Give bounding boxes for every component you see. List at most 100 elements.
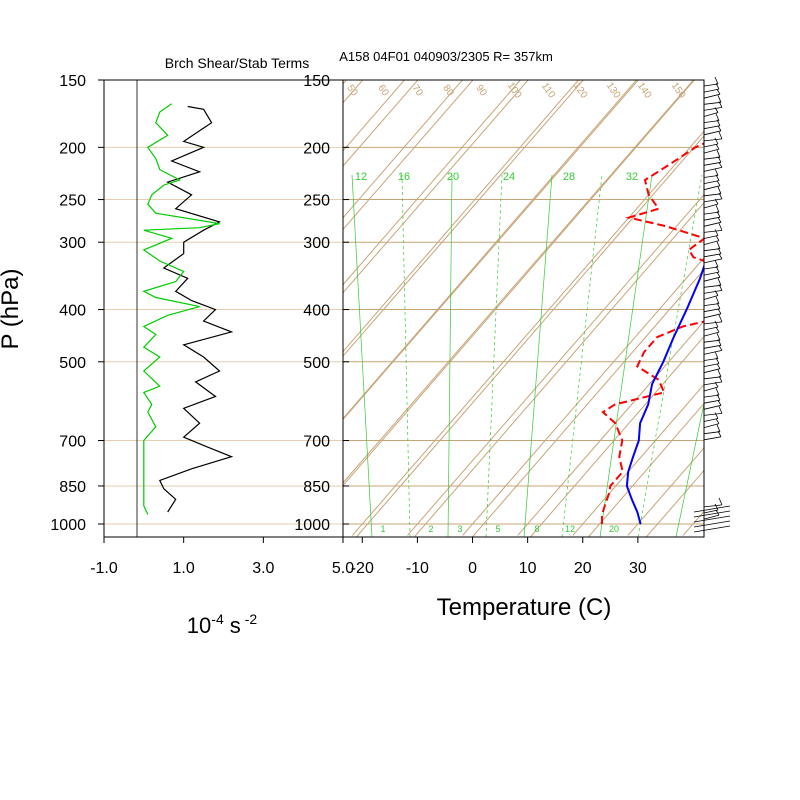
skewt-y-tick-label: 1000 xyxy=(294,517,330,534)
mixing-ratio-line xyxy=(523,174,553,537)
wind-barb-flag xyxy=(716,333,721,341)
mixing-ratio-label-bottom: 8 xyxy=(534,524,539,534)
wind-barb xyxy=(703,216,721,221)
wind-barb-flag xyxy=(717,125,722,132)
skewt-x-tick-label: 20 xyxy=(574,560,592,577)
isotherm xyxy=(462,257,704,536)
mixing-ratio-label-bottom: 20 xyxy=(609,524,619,534)
wind-barb xyxy=(703,138,723,142)
wind-barb xyxy=(703,308,721,313)
mixing-ratio-label: 28 xyxy=(563,171,575,183)
wind-barb xyxy=(703,167,723,172)
skewt-x-tick-label: 0 xyxy=(468,560,477,577)
isotherm xyxy=(343,80,529,294)
skewt-frame xyxy=(342,79,705,538)
wind-barb-flag xyxy=(715,174,720,181)
wind-barb xyxy=(703,423,720,428)
mixing-ratio-line xyxy=(447,174,453,537)
temperature-profile xyxy=(625,263,704,525)
wind-barb-flag xyxy=(715,326,720,333)
wind-barb xyxy=(703,331,720,337)
skewt-grid xyxy=(0,64,800,537)
wind-barb xyxy=(703,258,723,264)
shear-stab-series-2 xyxy=(142,103,220,515)
skewt-y-tick-label: 700 xyxy=(303,434,330,451)
wind-barb-flag xyxy=(714,503,719,511)
wind-barb-flag xyxy=(715,143,720,150)
mixing-ratio-label-bottom: 3 xyxy=(457,524,462,534)
mixing-ratio-line xyxy=(675,401,704,537)
dry-adiabat xyxy=(343,80,522,286)
isotherm xyxy=(343,80,364,104)
wind-barbs xyxy=(693,76,731,533)
wind-barb-flag xyxy=(716,119,721,126)
skewt-title: A158 04F01 040903/2305 R= 357km xyxy=(339,49,553,64)
isotherm xyxy=(0,64,211,536)
skewt-y-tick-label: 850 xyxy=(303,479,330,496)
wind-barb-flag xyxy=(717,95,722,103)
isotherm xyxy=(572,383,704,536)
y-tick-label: 500 xyxy=(59,355,86,372)
wind-barb xyxy=(703,399,721,404)
wind-barb-flag xyxy=(714,290,719,296)
temperature-axis-label: Temperature (C) xyxy=(437,594,612,621)
isotherm xyxy=(0,64,322,536)
wind-barb-flag xyxy=(718,253,723,260)
shear-stab-y-ticks: 150 200 250 300 400 500 700 850 1000 xyxy=(50,73,104,534)
wind-barb-flag xyxy=(715,204,720,213)
wind-barb-flag xyxy=(716,211,721,218)
wind-barb-flag xyxy=(714,351,719,359)
wind-barb xyxy=(703,230,723,233)
skewt-x-tick-label: 10 xyxy=(519,560,537,577)
wind-barb xyxy=(703,185,721,191)
wind-barb xyxy=(703,193,722,197)
mixing-ratio-label: 24 xyxy=(503,171,515,183)
wind-barb xyxy=(703,156,721,160)
skewt-y-tick-label: 500 xyxy=(303,355,330,372)
x-tick-label: 5.0 xyxy=(332,560,354,577)
x-label-exponent: -4 xyxy=(211,611,224,627)
wind-barb-flag xyxy=(716,271,721,278)
wind-barb xyxy=(703,509,719,514)
isotherm xyxy=(738,64,800,536)
wind-barb-flag xyxy=(715,82,720,90)
dry-adiabat-label: 120 xyxy=(571,81,590,101)
mixing-ratio-label-bottom: 12 xyxy=(565,524,575,534)
dry-adiabat-label: 70 xyxy=(409,83,425,99)
pressure-axis-label: P (hPa) xyxy=(0,269,24,350)
wind-barb xyxy=(703,313,722,319)
wind-barb-flag xyxy=(717,308,722,315)
dry-adiabat-label: 130 xyxy=(604,81,623,101)
isotherm xyxy=(343,80,419,167)
wind-barb-flag xyxy=(717,339,722,346)
wind-barb-flag xyxy=(716,394,721,401)
wind-barb xyxy=(703,211,720,215)
wind-barb xyxy=(703,271,720,276)
wind-barb-flag xyxy=(715,235,720,241)
wind-barb xyxy=(703,266,719,270)
wind-barb xyxy=(693,515,731,523)
wind-barb-flag xyxy=(714,76,719,85)
mixing-ratio-line xyxy=(485,174,503,537)
wind-barb-flag xyxy=(714,137,719,145)
y-tick-label: 400 xyxy=(59,303,86,320)
wind-barb xyxy=(693,525,731,533)
skewt-x-ticks: -20 -10 0 10 20 30 xyxy=(351,537,647,577)
y-tick-label: 250 xyxy=(59,193,86,210)
wind-barb-flag xyxy=(716,180,721,186)
isotherm xyxy=(343,80,584,357)
x-label-base: 10 xyxy=(187,613,211,638)
wind-barb-flag xyxy=(717,217,722,223)
wind-barb-flag xyxy=(715,357,720,364)
wind-barb-flag xyxy=(714,259,719,268)
dry-adiabat xyxy=(471,268,704,537)
wind-barb xyxy=(703,253,722,258)
wind-barb xyxy=(703,504,723,508)
mixing-ratio-line xyxy=(599,174,653,537)
wind-barb-flag xyxy=(715,418,720,424)
wind-barb xyxy=(703,180,720,184)
wind-barb xyxy=(703,326,719,331)
wind-barb-flag xyxy=(717,430,722,437)
wind-barb xyxy=(703,93,721,99)
